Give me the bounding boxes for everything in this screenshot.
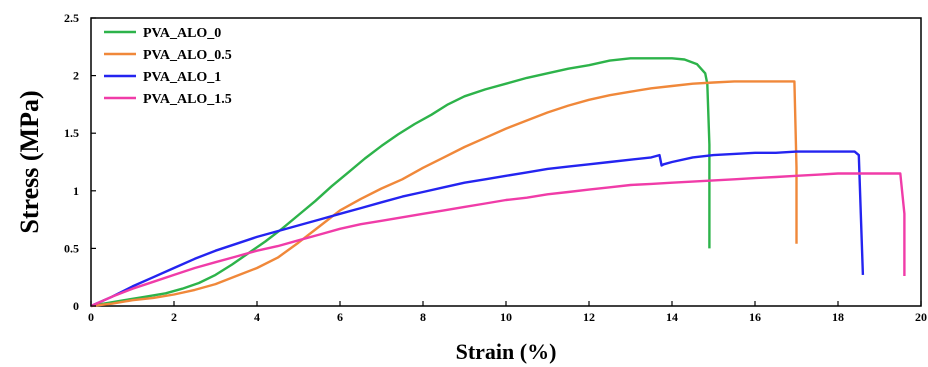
legend-label-3: PVA_ALO_1.5 bbox=[143, 92, 232, 107]
y-tick-label: 1 bbox=[73, 184, 79, 198]
x-tick-label: 0 bbox=[88, 310, 94, 324]
legend-label-0: PVA_ALO_0 bbox=[143, 26, 221, 41]
x-tick-label: 16 bbox=[749, 310, 761, 324]
x-tick-label: 4 bbox=[254, 310, 260, 324]
x-tick-label: 14 bbox=[666, 310, 678, 324]
y-tick-label: 1.5 bbox=[64, 126, 79, 140]
x-tick-label: 10 bbox=[500, 310, 512, 324]
series-line-3 bbox=[90, 172, 906, 308]
x-axis-title: Strain (%) bbox=[456, 339, 557, 364]
y-tick-label: 0.5 bbox=[64, 241, 79, 255]
y-tick-label: 0 bbox=[73, 299, 79, 313]
x-tick-label: 20 bbox=[915, 310, 927, 324]
x-tick-label: 8 bbox=[420, 310, 426, 324]
series-line-2 bbox=[90, 150, 865, 308]
legend: PVA_ALO_0 PVA_ALO_0.5 PVA_ALO_1 PVA_ALO_1.5 bbox=[104, 26, 232, 107]
y-tick-label: 2 bbox=[73, 69, 79, 83]
x-tick-label: 18 bbox=[832, 310, 844, 324]
series-line-0 bbox=[90, 57, 711, 308]
legend-label-1: PVA_ALO_0.5 bbox=[143, 48, 232, 63]
x-tick-label: 6 bbox=[337, 310, 343, 324]
x-tick-label: 2 bbox=[171, 310, 177, 324]
y-tick-label: 2.5 bbox=[64, 11, 79, 25]
series-layer bbox=[90, 57, 906, 308]
legend-label-2: PVA_ALO_1 bbox=[143, 70, 221, 85]
series-line-1 bbox=[90, 80, 798, 308]
axis-ticks: 0 2 4 6 8 10 12 14 16 18 20 0 0.5 1 1.5 2 2.5 bbox=[64, 11, 927, 324]
x-tick-label: 12 bbox=[583, 310, 595, 324]
y-axis-title: Stress (MPa) bbox=[15, 90, 44, 233]
